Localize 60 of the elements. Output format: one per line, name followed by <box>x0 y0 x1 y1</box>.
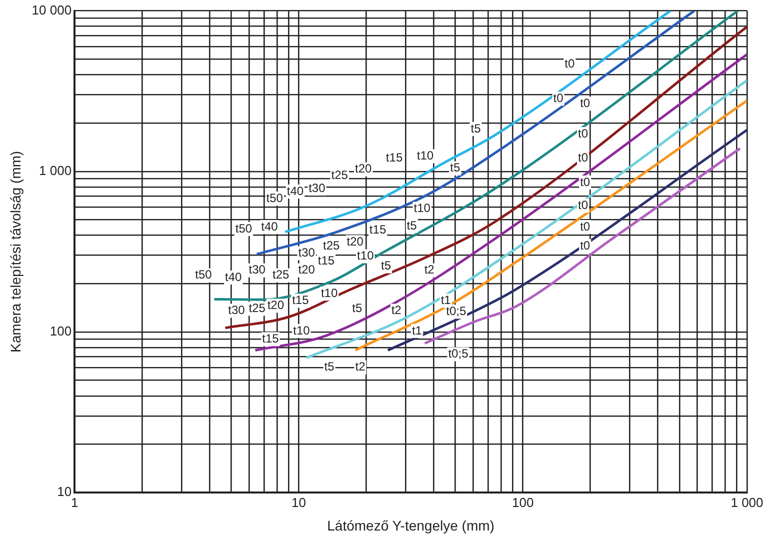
x-tick-label: 100 <box>512 494 534 510</box>
annotation: t15 <box>386 150 403 165</box>
annotation: t30 <box>298 246 316 260</box>
annotation: t50 <box>195 268 212 282</box>
x-tick-label: 1 000 <box>730 494 764 510</box>
annotation: t0 <box>578 198 588 212</box>
x-tick-label: 10 <box>291 494 306 510</box>
annotation: t40 <box>225 270 242 284</box>
annotation: t20 <box>354 162 372 176</box>
annotation: t20 <box>346 234 364 248</box>
x-tick-label: 1 <box>70 494 78 510</box>
annotation: t0 <box>578 126 588 140</box>
annotation: t30 <box>228 303 246 318</box>
annotation: t2 <box>355 360 366 374</box>
annotation: t5 <box>406 218 418 232</box>
annotation: t2 <box>391 303 402 318</box>
annotation: t10 <box>416 148 434 163</box>
annotation: t25 <box>272 268 290 282</box>
annotation: t25 <box>248 301 266 316</box>
annotation: t10 <box>320 286 338 300</box>
annotation: t1 <box>440 293 452 307</box>
annotation: t40 <box>286 184 304 198</box>
annotation: t25 <box>331 168 348 182</box>
annotation: t2 <box>424 262 435 277</box>
y-axis-title: Kamera telepítési távolság (mm) <box>7 150 24 352</box>
annotation: t20 <box>267 298 284 312</box>
y-tick-label: 100 <box>50 324 72 339</box>
annotation: t40 <box>261 219 278 234</box>
annotation: t0 <box>553 90 564 105</box>
annotation: t15 <box>262 331 280 346</box>
y-tick-label: 10 000 <box>32 2 72 18</box>
annotation: t50 <box>266 190 284 205</box>
annotation: t1 <box>412 323 422 338</box>
annotation: t0;5 <box>446 304 466 318</box>
annotation: t0;5 <box>448 346 469 361</box>
annotation: t0 <box>578 150 588 165</box>
annotation: t0 <box>564 56 575 71</box>
y-tick-label: 10 <box>57 484 72 500</box>
annotation: t0 <box>580 96 590 110</box>
annotation: t5 <box>324 360 335 374</box>
x-axis-title: Látómező Y-tengelye (mm) <box>327 517 494 534</box>
annotation: t30 <box>248 262 266 277</box>
annotation: t25 <box>323 238 340 252</box>
annotation: t10 <box>357 248 374 263</box>
annotation: t10 <box>293 323 310 338</box>
annotation: t15 <box>318 254 335 268</box>
y-tick-label: 1 000 <box>39 162 72 178</box>
annotation: t0 <box>580 174 590 189</box>
annotation: t15 <box>369 222 386 236</box>
annotation: t5 <box>381 258 392 273</box>
annotation: t20 <box>298 262 316 277</box>
annotation: t50 <box>235 221 252 236</box>
annotation: t5 <box>470 121 482 136</box>
annotation: t10 <box>414 201 431 216</box>
annotation: t30 <box>308 180 326 195</box>
annotation: t0 <box>580 238 590 252</box>
annotation: t5 <box>450 160 460 175</box>
annotation: t0 <box>580 219 590 234</box>
annotation: t5 <box>352 301 362 316</box>
annotation: t15 <box>292 293 310 307</box>
